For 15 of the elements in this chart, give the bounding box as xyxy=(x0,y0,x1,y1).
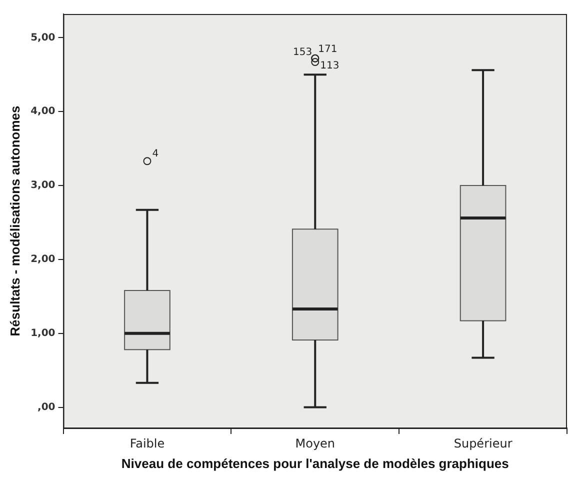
x-tick-label: Faible xyxy=(130,436,165,450)
x-tick-label: Moyen xyxy=(295,436,336,450)
y-tick-label: 3,00 xyxy=(30,180,56,192)
x-tick-label: Supérieur xyxy=(454,436,512,450)
y-tick-label: 1,00 xyxy=(30,328,56,339)
annotation: 171 xyxy=(318,44,338,55)
x-axis-title: Niveau de compétences pour l'analyse de modèles graphiques xyxy=(121,456,509,471)
y-tick-label: 2,00 xyxy=(30,254,56,266)
y-axis-title: Résultats - modélisations autonomes xyxy=(7,106,22,336)
annotation: 113 xyxy=(320,60,340,72)
y-tick-label: ,00 xyxy=(38,402,56,413)
y-tick-label: 4,00 xyxy=(30,106,56,118)
y-tick-label: 5,00 xyxy=(30,32,56,44)
annotation: 4 xyxy=(152,148,159,160)
annotation: 153 xyxy=(293,46,312,58)
